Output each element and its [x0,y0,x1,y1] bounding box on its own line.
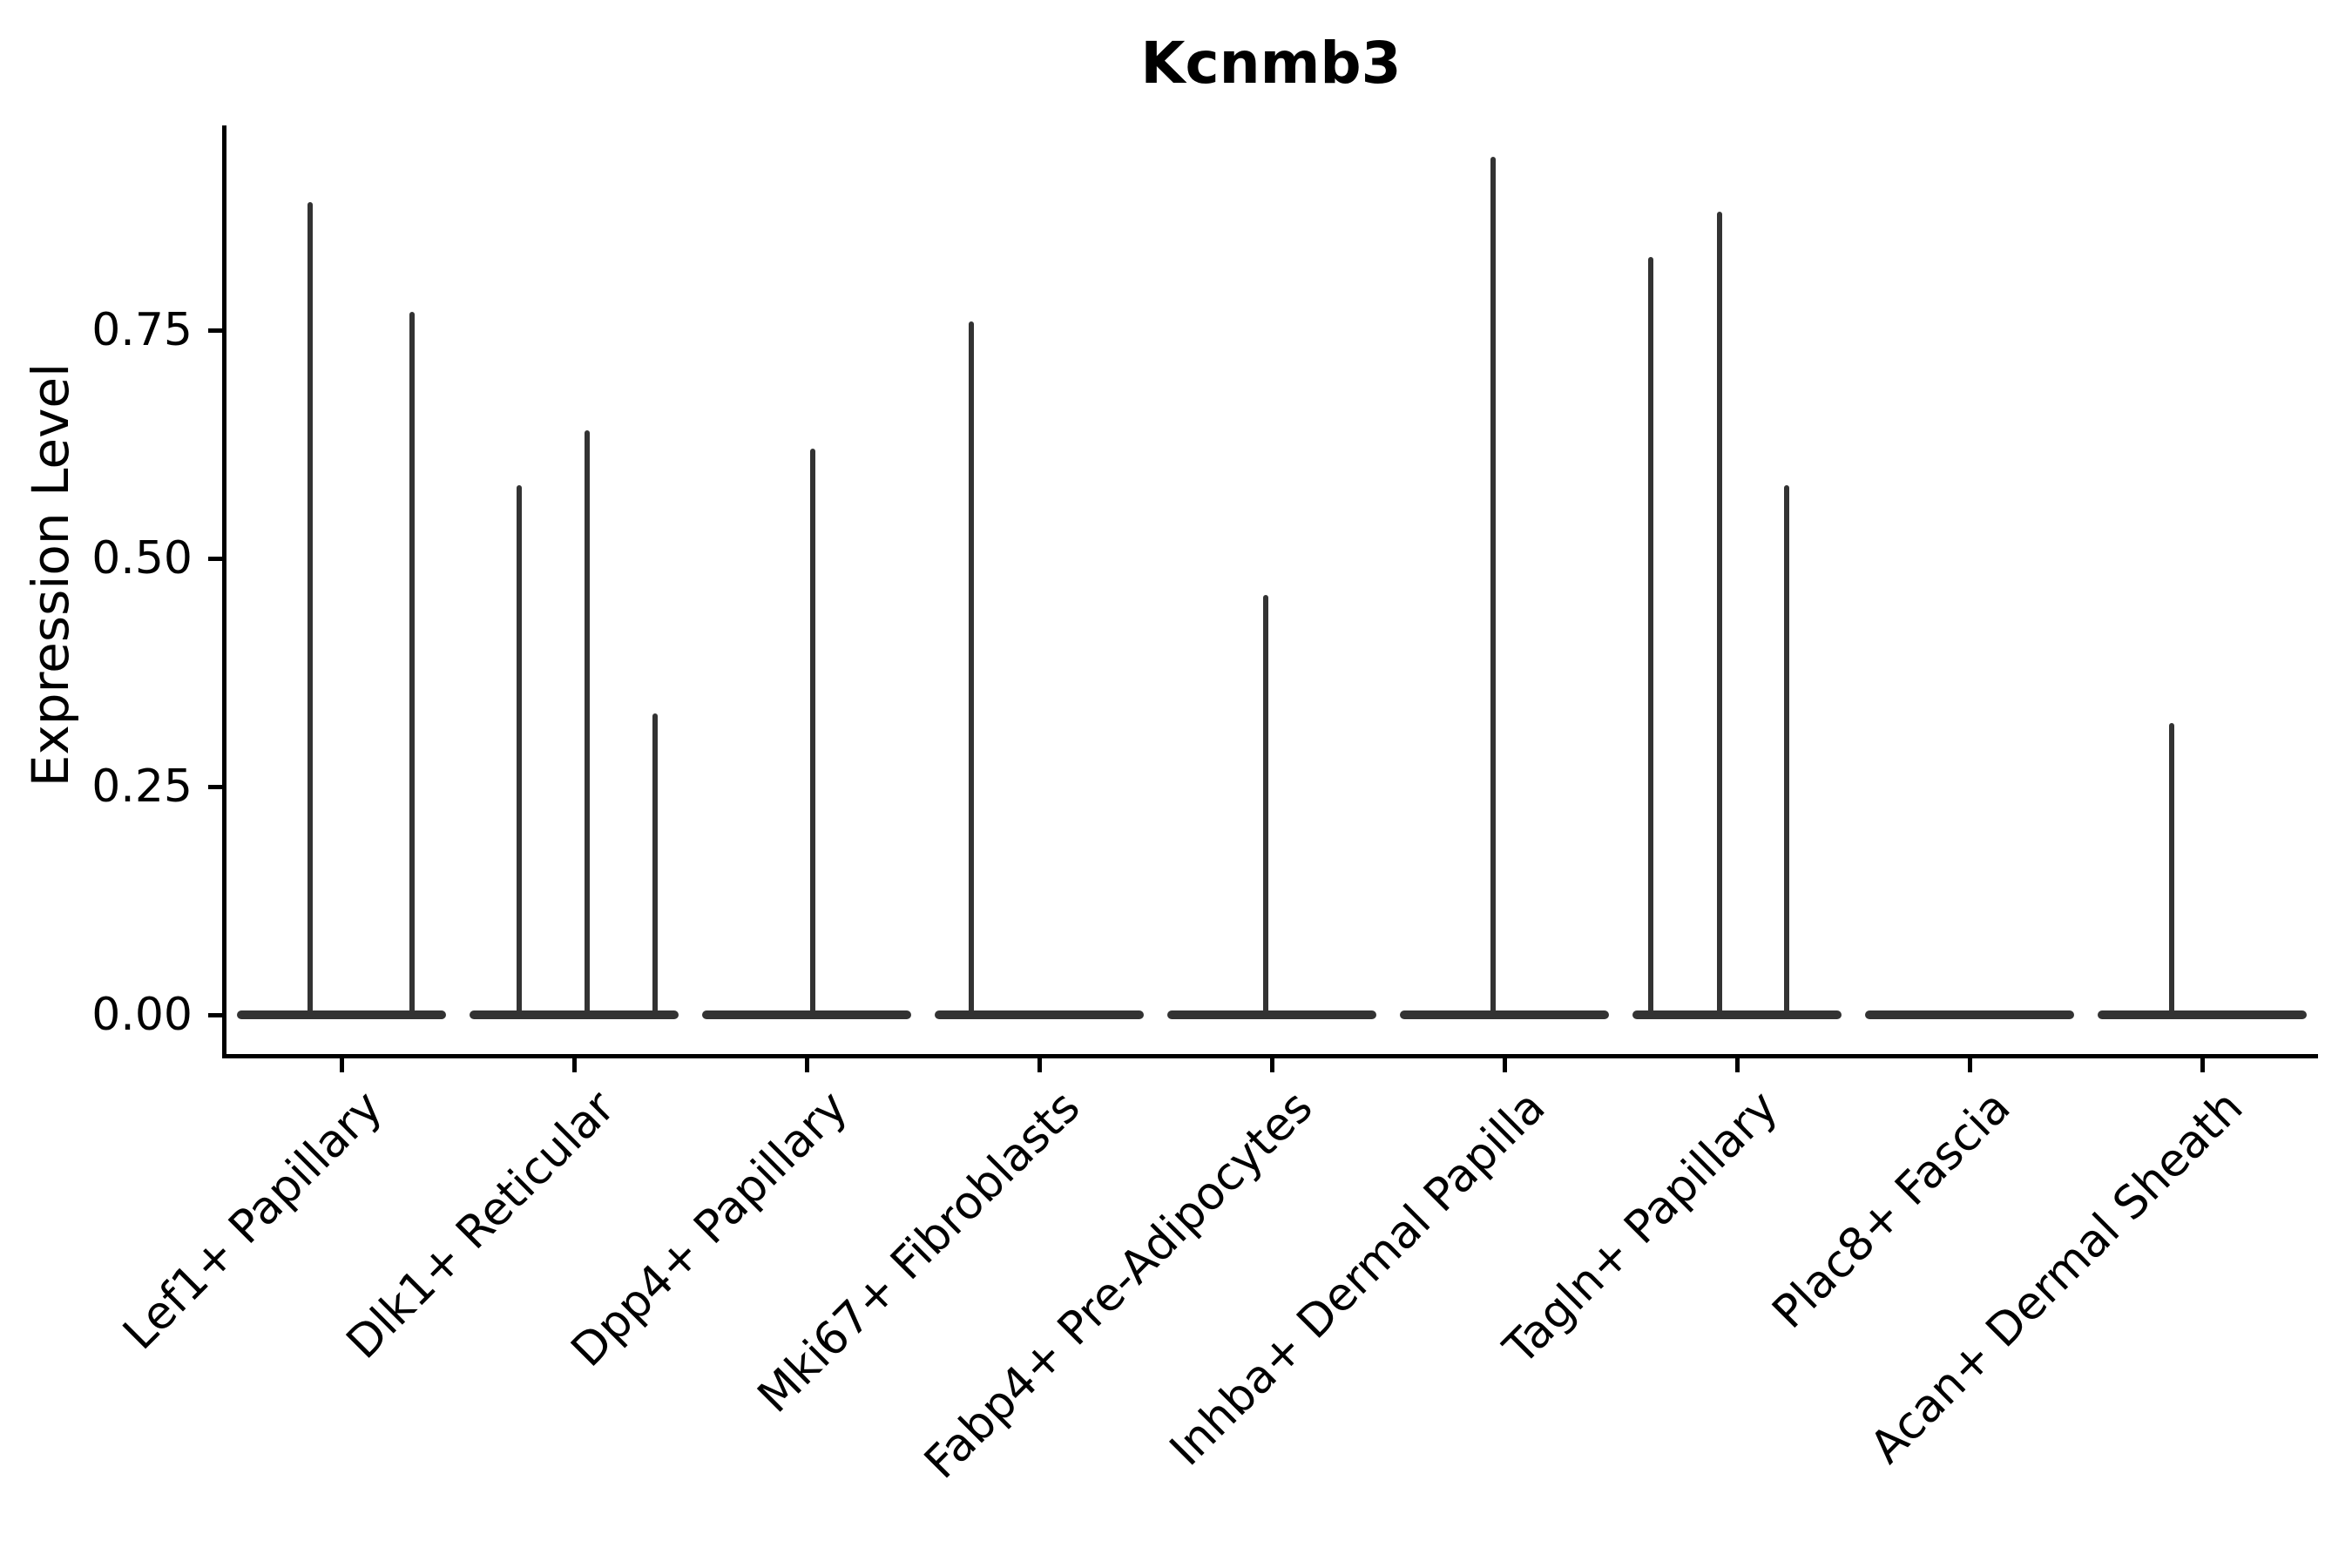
violin-spike [1648,257,1653,1019]
violin-baseline [1167,1010,1376,1019]
violin-baseline [935,1010,1144,1019]
chart-title: Kcnmb3 [1140,30,1402,97]
x-tick-mark [1270,1058,1274,1072]
y-tick-label: 0.75 [91,304,193,356]
y-axis-spine [222,125,226,1058]
x-tick-label: Acan+ Dermal Sheath [1860,1081,2254,1474]
violin-baseline [1400,1010,1609,1019]
violin-spike [585,430,590,1019]
violin-spike [1490,156,1496,1019]
y-tick-mark [208,557,223,561]
violin-spike [1717,211,1722,1019]
violin-spike [2169,722,2174,1019]
x-tick-mark [1503,1058,1507,1072]
y-tick-mark [208,328,223,333]
y-tick-label: 0.50 [91,532,193,585]
x-tick-mark [1037,1058,1042,1072]
y-tick-label: 0.25 [91,760,193,813]
violin-spike [1263,594,1268,1019]
violin-baseline [1632,1010,1842,1019]
y-tick-mark [208,1013,223,1017]
violin-spike [517,485,522,1019]
x-axis-spine [222,1054,2318,1058]
violin-spike [409,312,415,1019]
x-tick-mark [2200,1058,2205,1072]
violin-baseline [470,1010,679,1019]
violin-spike [969,321,974,1019]
x-tick-mark [572,1058,577,1072]
x-tick-mark [340,1058,344,1072]
x-tick-mark [805,1058,809,1072]
x-tick-label: Inhba+ Dermal Papilla [1159,1081,1556,1477]
y-tick-mark [208,785,223,789]
x-tick-mark [1968,1058,1972,1072]
violin-spike [652,713,658,1019]
violin-spike [1784,485,1789,1019]
violin-spike [308,202,313,1019]
x-tick-label: Plac8+ Fascia [1762,1081,2021,1339]
x-tick-mark [1735,1058,1740,1072]
violin-baseline [702,1010,911,1019]
violin-baseline [1865,1010,2074,1019]
y-tick-label: 0.00 [91,989,193,1041]
violin-baseline [237,1010,446,1019]
violin-spike [810,449,815,1019]
violin-baseline [2098,1010,2307,1019]
x-tick-label: Fabp4+ Pre-Adipocytes [915,1081,1323,1490]
